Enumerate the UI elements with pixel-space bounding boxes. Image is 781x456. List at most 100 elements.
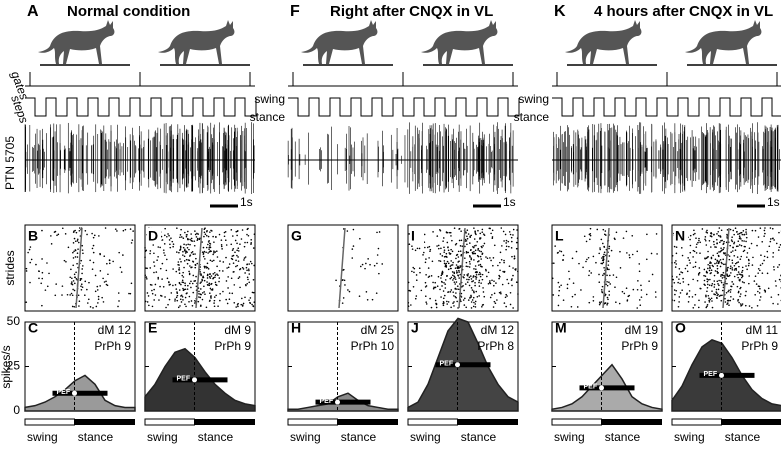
spike-dot [466,229,469,231]
spike-dot [718,227,721,229]
spike-dot [436,245,438,247]
spike-dot [465,265,468,268]
spike-dot [512,267,514,269]
spike-dot [614,238,616,241]
spike-dot [442,240,444,242]
spike-dot [696,279,699,282]
spike-dot [225,280,228,282]
spike-dot [232,254,235,257]
spike-dot [566,287,569,290]
spike-dot [450,235,452,237]
spike-dot [450,260,452,262]
spike-dot [188,270,190,273]
stance-bar [457,419,518,425]
spike-dot [220,244,223,246]
spike-dot [35,263,37,266]
spike-dot [478,260,480,262]
spike-dot [428,275,431,278]
spike-dot [237,247,240,250]
spike-dot [239,268,242,270]
spike-dot [717,262,720,264]
spike-dot [153,261,155,263]
spike-dot [732,246,734,249]
spike-dot [710,231,712,234]
cat [421,20,498,64]
spike-dot [686,264,689,267]
spike-dot [689,251,692,254]
spike-dot [73,273,76,276]
spike-dot [149,250,152,252]
spike-dot [740,231,743,234]
spike-dot [589,233,592,235]
spike-dot [725,291,728,294]
spike-dot [732,298,735,300]
spike-dot [673,245,676,248]
spike-dot [252,305,255,308]
spike-dot [730,239,733,241]
spike-dot [639,304,642,306]
spike-dot [69,294,71,296]
swing-label: swing [147,430,178,444]
spike-dot [464,283,467,285]
swing-label: swing [290,430,321,444]
spike-dot [472,305,475,308]
spike-dot [673,289,676,291]
spike-dot [560,250,563,253]
spike-dot [606,304,608,306]
spike-dot [437,244,440,247]
spike-dot [691,296,694,298]
spike-dot [201,279,204,282]
spike-dot [464,245,466,248]
spike-dot [159,267,162,270]
spike-dot [208,246,211,249]
spike-dot [196,262,199,265]
spike-dot [168,298,171,301]
spike-dot [104,227,107,229]
spike-dot [748,247,751,250]
spike-dot [457,274,459,277]
spike-dot [438,259,440,262]
spike-dot [752,256,754,259]
phase-line [75,227,83,309]
spike-dot [209,287,212,290]
spike-dot [443,246,445,249]
spike-dot [707,250,709,253]
spike-dot [75,277,78,280]
spike-dot [720,229,723,232]
spike-dot [454,243,457,246]
spike-dot [631,234,634,237]
spike-dot [473,238,476,240]
spike-dot [694,304,696,306]
spike-dot [72,264,75,267]
spike-dot [440,296,442,298]
spike-dot [151,289,153,292]
spike-dot [709,262,711,265]
spike-dot [416,247,419,250]
spike-dot [479,238,481,240]
spike-dot [443,249,446,251]
spike-dot [572,282,575,284]
spike-dot [777,303,779,305]
spike-dot [443,294,446,297]
spike-dot [201,278,203,281]
spike-dot [190,239,193,242]
spike-dot [648,280,650,282]
spike-dot [243,245,246,248]
spike-dot [351,257,354,259]
spike-dot [48,272,50,275]
spike-dot [491,294,493,296]
spike-dot [481,305,483,308]
spike-dot [99,285,101,287]
spike-dot [163,252,165,254]
spike-dot [212,277,214,280]
spike-dot [474,281,476,284]
spike-dot [449,253,451,255]
spike-dot [738,301,740,304]
spike-dot [465,240,468,242]
spike-dot [226,302,229,305]
spike-dot [493,292,496,295]
spike-dot [711,300,713,302]
spike-dot [227,266,230,269]
spike-dot [483,242,486,245]
spike-dot [470,294,472,297]
